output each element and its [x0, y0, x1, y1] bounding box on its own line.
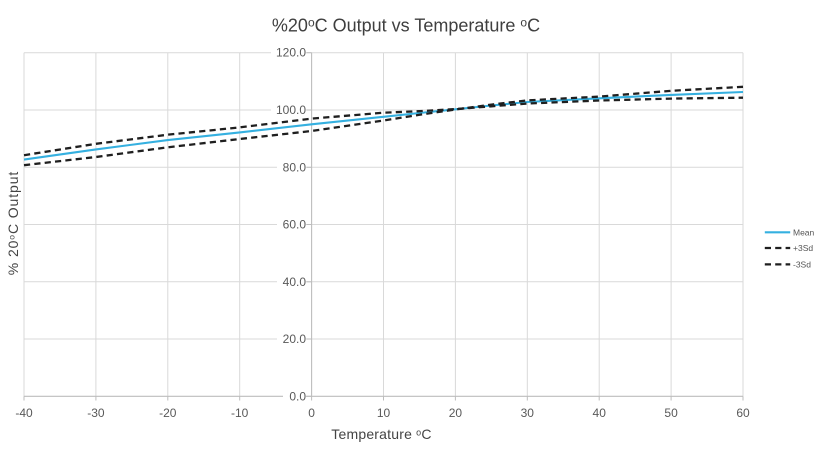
svg-text:Mean: Mean: [793, 227, 814, 237]
svg-text:10: 10: [377, 406, 391, 420]
svg-text:20: 20: [449, 406, 463, 420]
svg-text:20.0: 20.0: [283, 332, 307, 346]
svg-text:+3Sd: +3Sd: [793, 243, 813, 253]
svg-text:0.0: 0.0: [289, 389, 306, 403]
svg-text:%20oC Output vs Temperature oC: %20oC Output vs Temperature oC: [272, 16, 540, 36]
svg-text:-20: -20: [159, 406, 177, 420]
svg-text:40: 40: [593, 406, 607, 420]
svg-text:-30: -30: [87, 406, 105, 420]
svg-text:120.0: 120.0: [276, 46, 306, 60]
svg-text:60: 60: [736, 406, 750, 420]
svg-text:0: 0: [308, 406, 315, 420]
svg-text:50: 50: [664, 406, 678, 420]
svg-text:-40: -40: [15, 406, 33, 420]
svg-text:80.0: 80.0: [283, 160, 307, 174]
svg-text:100.0: 100.0: [276, 103, 306, 117]
svg-text:-10: -10: [231, 406, 249, 420]
svg-text:-3Sd: -3Sd: [793, 259, 811, 269]
svg-text:40.0: 40.0: [283, 275, 307, 289]
svg-text:30: 30: [521, 406, 535, 420]
svg-text:Temperature oC: Temperature oC: [331, 426, 431, 442]
svg-text:60.0: 60.0: [283, 218, 307, 232]
svg-text:% 20oC Output: % 20oC Output: [5, 171, 21, 275]
